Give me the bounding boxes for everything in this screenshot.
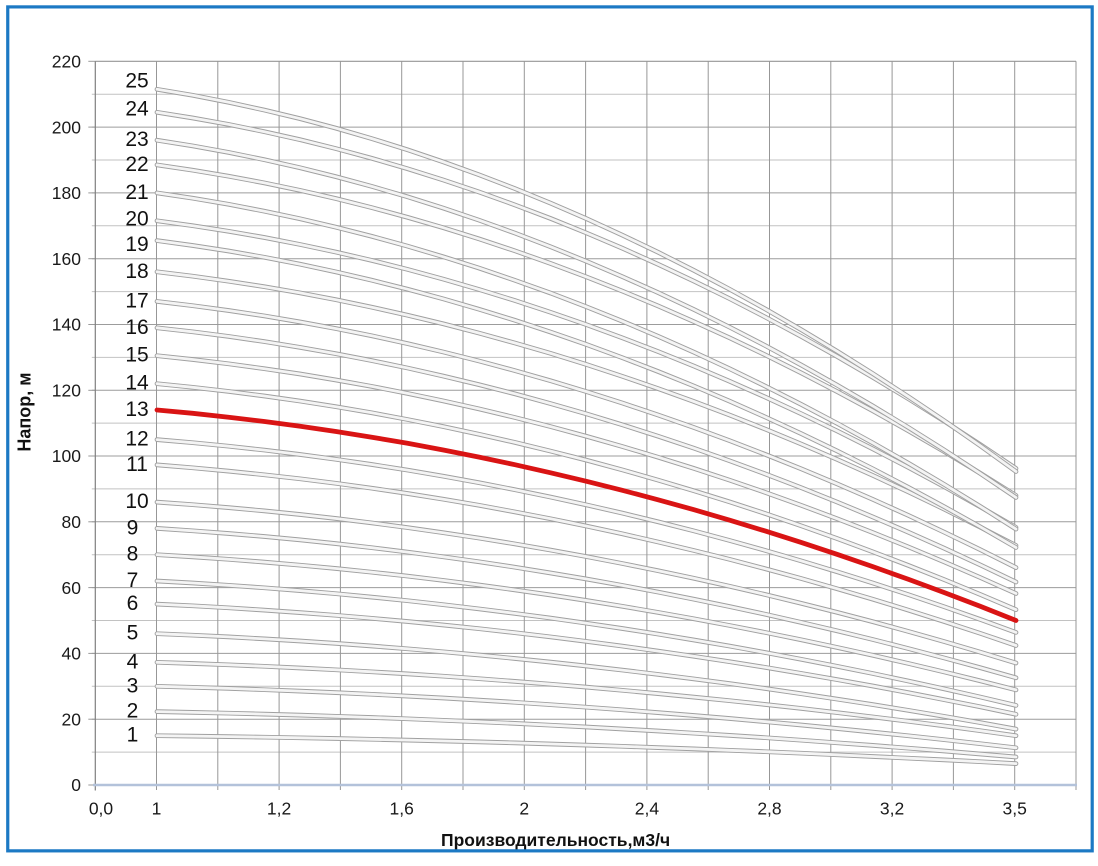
svg-text:18: 18: [125, 260, 148, 283]
svg-text:0,0: 0,0: [89, 799, 114, 819]
svg-text:13: 13: [125, 398, 148, 421]
svg-text:16: 16: [125, 316, 148, 339]
svg-text:22: 22: [125, 153, 148, 176]
svg-text:1,2: 1,2: [267, 799, 291, 819]
svg-text:2,4: 2,4: [635, 799, 660, 819]
svg-text:2,8: 2,8: [757, 799, 781, 819]
svg-text:20: 20: [62, 709, 82, 729]
svg-text:19: 19: [125, 233, 148, 256]
svg-text:2: 2: [127, 700, 139, 723]
svg-text:3: 3: [127, 674, 139, 697]
svg-text:17: 17: [125, 289, 148, 312]
svg-text:120: 120: [52, 381, 81, 401]
svg-text:5: 5: [127, 622, 139, 645]
svg-text:80: 80: [62, 512, 82, 532]
svg-text:220: 220: [52, 52, 81, 72]
svg-text:14: 14: [125, 372, 149, 395]
svg-text:40: 40: [62, 644, 82, 664]
svg-text:20: 20: [125, 207, 148, 230]
svg-text:8: 8: [127, 543, 139, 566]
svg-text:25: 25: [125, 69, 148, 92]
svg-text:Напор, м: Напор, м: [15, 372, 35, 451]
svg-text:160: 160: [52, 249, 81, 269]
svg-text:7: 7: [127, 569, 139, 592]
svg-text:4: 4: [127, 650, 139, 673]
svg-text:0: 0: [71, 775, 81, 795]
svg-text:24: 24: [125, 97, 149, 120]
svg-text:21: 21: [125, 181, 148, 204]
svg-text:12: 12: [125, 428, 148, 451]
svg-text:11: 11: [126, 453, 148, 476]
svg-text:6: 6: [127, 592, 139, 615]
svg-text:15: 15: [125, 344, 148, 367]
svg-text:1,6: 1,6: [390, 799, 414, 819]
svg-text:9: 9: [127, 516, 139, 539]
svg-text:2: 2: [519, 799, 529, 819]
svg-text:3,2: 3,2: [880, 799, 904, 819]
svg-text:200: 200: [52, 117, 81, 137]
svg-text:10: 10: [125, 490, 148, 513]
svg-text:1: 1: [127, 724, 139, 747]
svg-text:140: 140: [52, 315, 81, 335]
svg-text:23: 23: [125, 128, 148, 151]
svg-text:60: 60: [62, 578, 82, 598]
svg-text:100: 100: [52, 446, 81, 466]
svg-text:Производительность,м3/ч: Производительность,м3/ч: [441, 830, 670, 850]
svg-text:1: 1: [152, 799, 162, 819]
svg-text:180: 180: [52, 183, 81, 203]
svg-text:3,5: 3,5: [1003, 799, 1027, 819]
